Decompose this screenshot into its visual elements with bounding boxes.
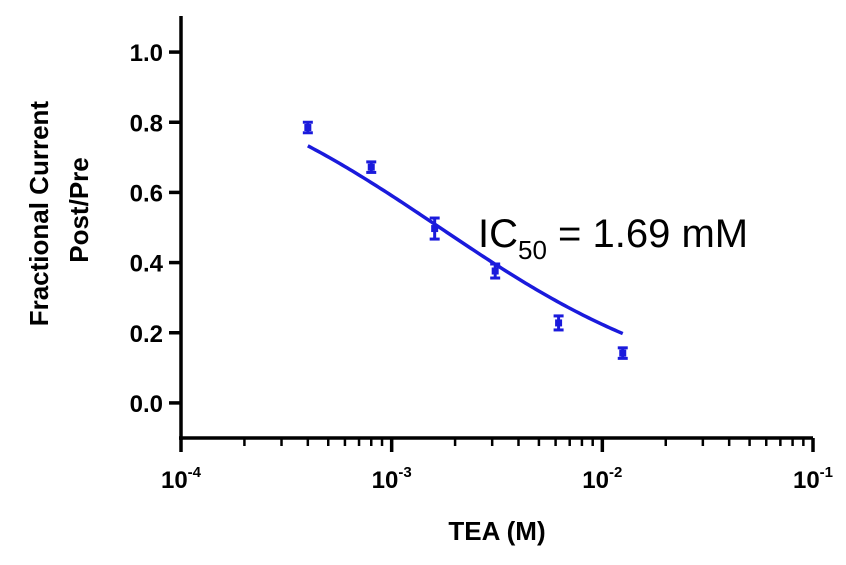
- y-tick-label: 0.6: [130, 180, 163, 207]
- y-axis-title: Fractional Current Post/Pre: [24, 94, 94, 327]
- point-marker: [367, 163, 375, 171]
- x-tick-label-exponent: -4: [188, 464, 202, 481]
- x-tick-label-exponent: -2: [609, 464, 622, 481]
- point-marker: [304, 124, 312, 132]
- point-marker: [431, 225, 439, 233]
- fit-curve-group: [307, 144, 624, 336]
- axes: [179, 16, 813, 440]
- data-point: [617, 346, 628, 360]
- y-axis-title-line1: Fractional Current: [24, 101, 54, 327]
- data-point: [302, 120, 313, 135]
- x-tick-label: 10-3: [372, 464, 412, 494]
- data-points: [302, 120, 628, 360]
- x-ticks: 10-4 10-3 10-2 10-1: [161, 438, 833, 494]
- data-point: [366, 160, 377, 174]
- y-tick-label: 0.4: [130, 251, 164, 278]
- x-tick-label-base: 10: [793, 467, 820, 494]
- data-point: [553, 314, 564, 332]
- y-tick-label: 0.2: [130, 321, 163, 348]
- x-tick-label: 10-1: [793, 464, 833, 494]
- data-point: [490, 262, 501, 280]
- x-tick-label-base: 10: [582, 467, 609, 494]
- x-tick-label: 10-4: [161, 464, 202, 494]
- point-marker: [555, 319, 563, 327]
- ic50-prefix: IC: [478, 212, 518, 256]
- y-tick-label: 1.0: [130, 40, 163, 67]
- data-point: [429, 216, 440, 241]
- y-tick-label: 0.0: [130, 391, 163, 418]
- y-ticks: 0.0 0.2 0.4 0.6 0.8 1.0: [130, 40, 181, 418]
- x-tick-label-base: 10: [372, 467, 399, 494]
- point-marker: [619, 349, 627, 357]
- y-tick-label: 0.8: [130, 110, 163, 137]
- x-tick-label-exponent: -1: [820, 464, 833, 481]
- y-axis-title-line2: Post/Pre: [64, 157, 94, 263]
- x-tick-label-exponent: -3: [398, 464, 411, 481]
- x-axis-title: TEA (M): [448, 516, 545, 546]
- ic50-value: = 1.69 mM: [547, 212, 748, 256]
- ic50-annotation: IC50 = 1.69 mM: [478, 212, 748, 265]
- ic50-subscript: 50: [518, 235, 547, 265]
- point-marker: [491, 267, 499, 275]
- fit-curve: [307, 144, 624, 336]
- x-tick-label-base: 10: [161, 467, 188, 494]
- x-tick-label: 10-2: [582, 464, 622, 494]
